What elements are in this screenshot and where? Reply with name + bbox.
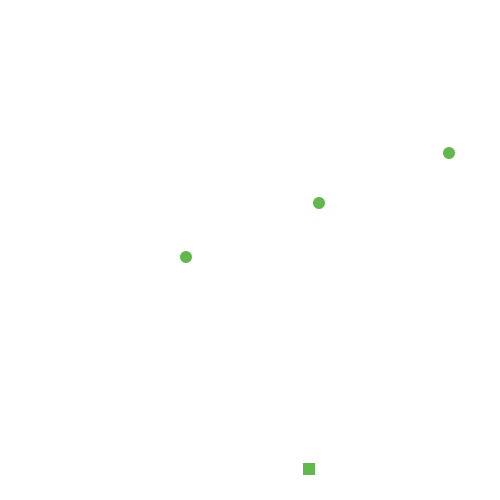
green-dot-marker [443, 147, 455, 159]
green-square-marker [303, 463, 315, 475]
green-dot-marker [180, 251, 192, 263]
green-dot-marker [313, 197, 325, 209]
